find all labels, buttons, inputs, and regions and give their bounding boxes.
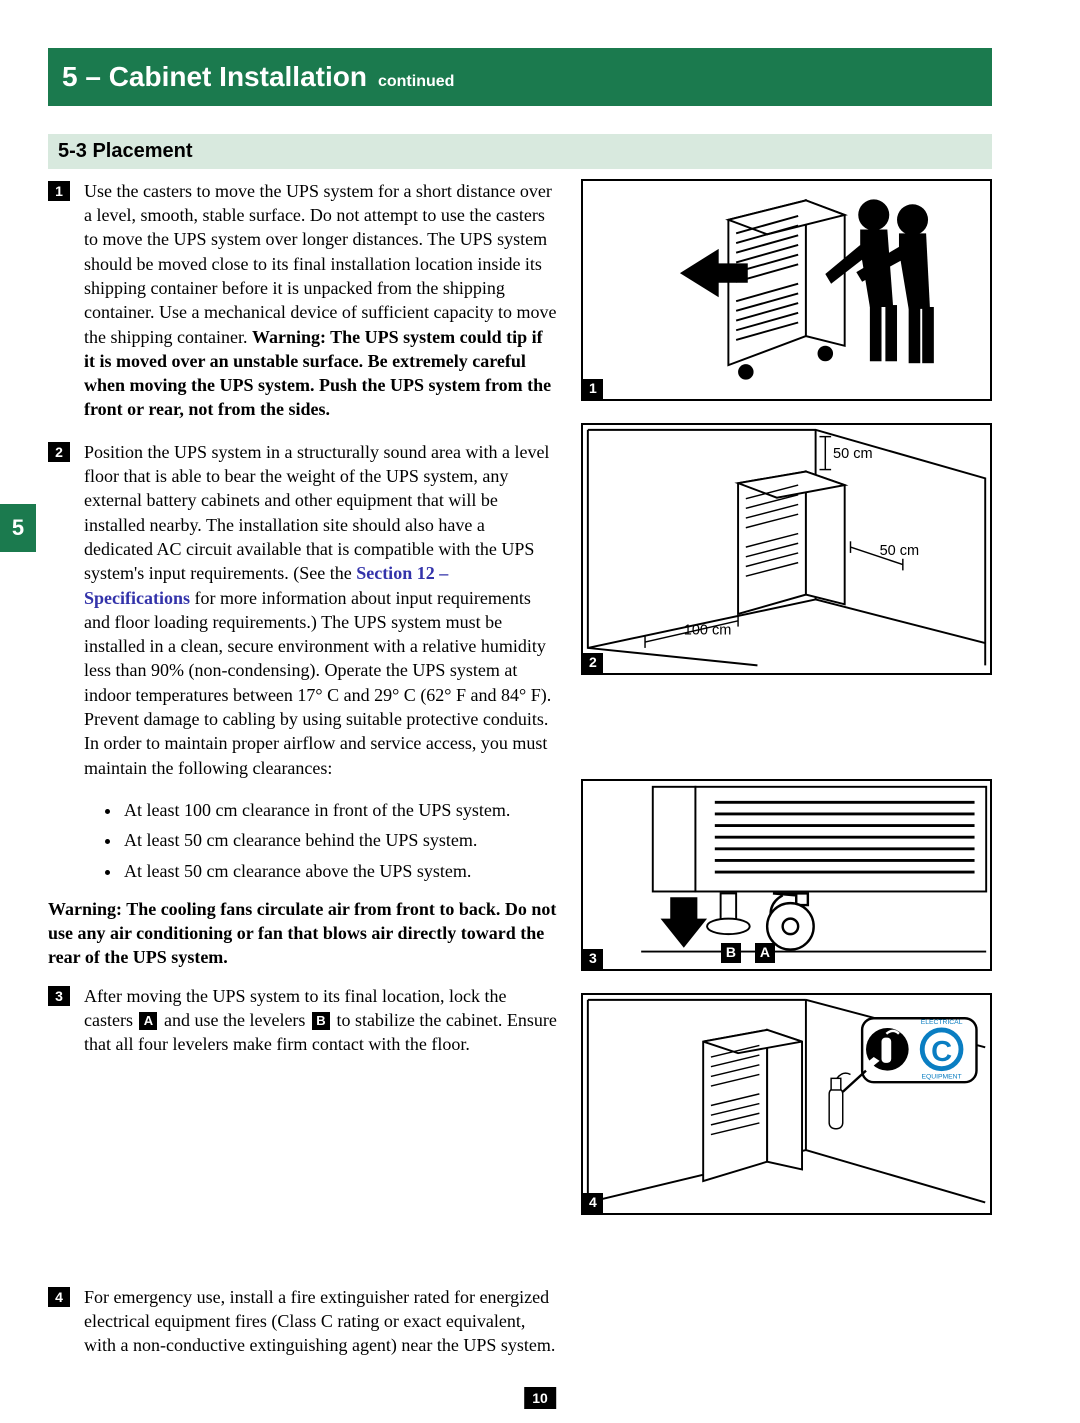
list-item: At least 50 cm clearance above the UPS s… [122,859,557,883]
step-number-badge: 4 [48,1287,70,1307]
figure-3: B A 3 [581,779,992,971]
step-number-badge: 3 [48,986,70,1006]
text-column: 1 Use the casters to move the UPS system… [48,179,557,1376]
section-continued-label: continued [378,73,454,90]
badge-top-text: ELECTRICAL [921,1019,963,1026]
figure-2-svg: 50 cm 50 cm 100 cm [583,425,990,667]
figure-4: C ELECTRICAL EQUIPMENT 4 [581,993,992,1215]
instruction-step: 1 Use the casters to move the UPS system… [48,179,557,426]
step-body: Use the casters to move the UPS system f… [84,179,557,426]
step-number-badge: 2 [48,442,70,462]
step-body: After moving the UPS system to its final… [84,984,557,1061]
dim-front-label: 100 cm [684,622,732,638]
clearance-bullet-list: At least 100 cm clearance in front of th… [104,798,557,883]
step-text: For emergency use, install a fire exting… [84,1285,557,1358]
subsection-bar: 5-3 Placement [48,134,992,169]
figure-1: 1 [581,179,992,401]
page-number: 10 [524,1387,556,1410]
warning-paragraph: Warning: The cooling fans circulate air … [48,897,557,970]
list-item: At least 50 cm clearance behind the UPS … [122,828,557,852]
class-c-letter: C [931,1036,952,1068]
callout-box-b: B [312,1012,330,1030]
figure-4-svg: C ELECTRICAL EQUIPMENT [583,995,990,1208]
section-side-tab: 5 [0,504,36,552]
badge-bottom-text: EQUIPMENT [921,1073,961,1080]
manual-page: 5 5 – Cabinet Installation continued 5-3… [0,0,1080,1423]
figure-1-svg [583,181,990,394]
subsection-title: 5-3 Placement [58,140,193,162]
figure-label: 2 [583,653,603,673]
section-title: 5 – Cabinet Installation [62,61,367,92]
figure-column: 1 [581,179,992,1376]
dim-top-label: 50 cm [833,446,873,462]
list-item: At least 100 cm clearance in front of th… [122,798,557,822]
figure-label: 1 [583,379,603,399]
figure-2: 50 cm 50 cm 100 cm 2 [581,423,992,675]
step-body: For emergency use, install a fire exting… [84,1285,557,1362]
step-text: After moving the UPS system to its final… [84,984,557,1057]
dim-right-label: 50 cm [880,543,920,559]
callout-box-a: A [139,1012,157,1030]
step-text: Use the casters to move the UPS system f… [84,179,557,422]
figure-3-svg [583,781,990,965]
section-side-tab-number: 5 [12,513,24,543]
callout-b-label: B [721,943,741,963]
callout-a-label: A [755,943,775,963]
section-title-bar: 5 – Cabinet Installation continued [48,48,992,106]
instruction-step: 4 For emergency use, install a fire exti… [48,1285,557,1362]
step-text: Position the UPS system in a structurall… [84,440,557,780]
figure-label: 4 [583,1193,603,1213]
spacer [581,697,992,779]
instruction-step: 2 Position the UPS system in a structura… [48,440,557,784]
step-body: Position the UPS system in a structurall… [84,440,557,784]
instruction-step: 3 After moving the UPS system to its fin… [48,984,557,1061]
step-number-badge: 1 [48,181,70,201]
two-column-layout: 1 Use the casters to move the UPS system… [48,179,992,1376]
figure-label: 3 [583,949,603,969]
spacer [48,1075,557,1285]
